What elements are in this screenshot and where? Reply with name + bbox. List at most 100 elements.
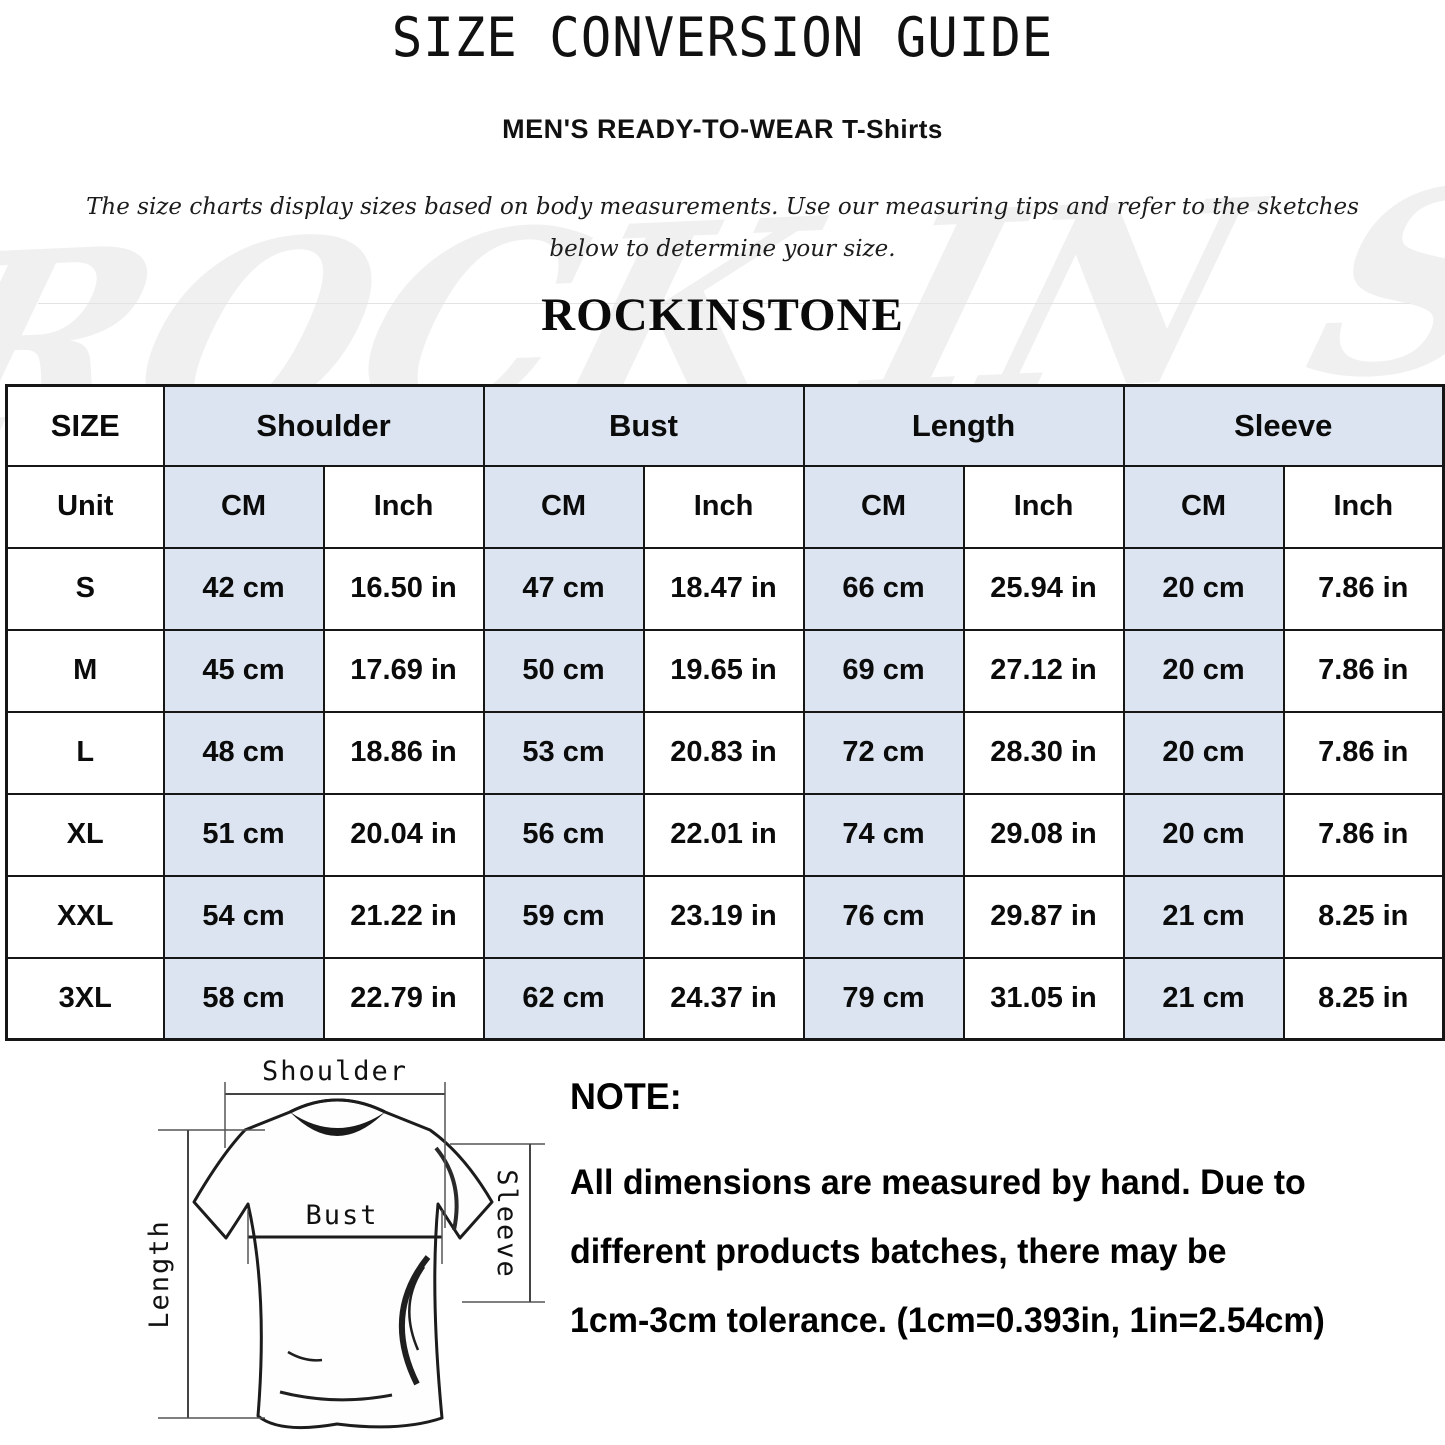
note-line-2: different products batches, there may be	[570, 1232, 1227, 1271]
subtitle-main: MEN'S READY-TO-WEAR	[502, 114, 835, 144]
value-cell: 17.69 in	[322, 628, 485, 713]
value-cell: 7.86 in	[1282, 710, 1445, 795]
value-cell: 8.25 in	[1282, 956, 1445, 1041]
unit-header: CM	[162, 464, 325, 549]
value-cell: 54 cm	[162, 874, 325, 959]
shoulder-dim-label: Shoulder	[262, 1056, 408, 1087]
table-row: 3XL 58 cm 22.79 in 62 cm 24.37 in 79 cm …	[5, 956, 1445, 1041]
value-cell: 18.86 in	[322, 710, 485, 795]
value-cell: 79 cm	[802, 956, 965, 1041]
size-cell: S	[5, 546, 165, 631]
value-cell: 28.30 in	[962, 710, 1125, 795]
value-cell: 7.86 in	[1282, 792, 1445, 877]
unit-header: Inch	[962, 464, 1125, 549]
table-row: XXL 54 cm 21.22 in 59 cm 23.19 in 76 cm …	[5, 874, 1445, 959]
value-cell: 20.04 in	[322, 792, 485, 877]
value-cell: 21.22 in	[322, 874, 485, 959]
size-cell: M	[5, 628, 165, 713]
size-cell: XXL	[5, 874, 165, 959]
value-cell: 21 cm	[1122, 874, 1285, 959]
value-cell: 59 cm	[482, 874, 645, 959]
tshirt-outline	[192, 1098, 494, 1430]
value-cell: 56 cm	[482, 792, 645, 877]
value-cell: 47 cm	[482, 546, 645, 631]
value-cell: 7.86 in	[1282, 628, 1445, 713]
table-row: XL 51 cm 20.04 in 56 cm 22.01 in 74 cm 2…	[5, 792, 1445, 877]
group-header-length: Length	[802, 384, 1125, 467]
subtitle-sub: T-Shirts	[842, 114, 943, 144]
value-cell: 53 cm	[482, 710, 645, 795]
value-cell: 74 cm	[802, 792, 965, 877]
value-cell: 50 cm	[482, 628, 645, 713]
unit-header: Inch	[642, 464, 805, 549]
value-cell: 19.65 in	[642, 628, 805, 713]
value-cell: 72 cm	[802, 710, 965, 795]
sleeve-dim-label: Sleeve	[491, 1169, 522, 1279]
value-cell: 7.86 in	[1282, 546, 1445, 631]
tshirt-measurement-diagram: Shoulder Length Bust Sleeve	[144, 1056, 545, 1430]
bust-dim-label: Bust	[305, 1200, 378, 1231]
unit-label: Unit	[5, 464, 165, 549]
value-cell: 22.79 in	[322, 956, 485, 1041]
value-cell: 27.12 in	[962, 628, 1125, 713]
length-dim-label: Length	[144, 1219, 175, 1329]
value-cell: 31.05 in	[962, 956, 1125, 1041]
value-cell: 48 cm	[162, 710, 325, 795]
value-cell: 20 cm	[1122, 546, 1285, 631]
group-header-bust: Bust	[482, 384, 805, 467]
value-cell: 23.19 in	[642, 874, 805, 959]
value-cell: 22.01 in	[642, 792, 805, 877]
value-cell: 76 cm	[802, 874, 965, 959]
brand-name: ROCKINSTONE	[541, 289, 904, 341]
value-cell: 62 cm	[482, 956, 645, 1041]
value-cell: 29.08 in	[962, 792, 1125, 877]
value-cell: 18.47 in	[642, 546, 805, 631]
value-cell: 29.87 in	[962, 874, 1125, 959]
description-line-1: The size charts display sizes based on b…	[86, 194, 1359, 220]
size-cell: 3XL	[5, 956, 165, 1041]
value-cell: 69 cm	[802, 628, 965, 713]
body-fold-1	[398, 1255, 431, 1386]
sleeve-fold	[434, 1146, 459, 1231]
description-line-2: below to determine your size.	[549, 236, 896, 262]
value-cell: 45 cm	[162, 628, 325, 713]
divider-line	[38, 303, 1410, 304]
value-cell: 20 cm	[1122, 628, 1285, 713]
unit-header: CM	[482, 464, 645, 549]
group-header-shoulder: Shoulder	[162, 384, 485, 467]
value-cell: 20 cm	[1122, 792, 1285, 877]
size-cell: L	[5, 710, 165, 795]
value-cell: 20.83 in	[642, 710, 805, 795]
note-section: NOTE: All dimensions are measured by han…	[570, 1076, 1404, 1355]
note-heading: NOTE:	[570, 1076, 682, 1117]
collar-rib	[289, 1098, 386, 1114]
size-cell: XL	[5, 792, 165, 877]
value-cell: 20 cm	[1122, 710, 1285, 795]
table-row: M 45 cm 17.69 in 50 cm 19.65 in 69 cm 27…	[5, 628, 1445, 713]
value-cell: 8.25 in	[1282, 874, 1445, 959]
group-header-sleeve: Sleeve	[1122, 384, 1445, 467]
table-group-header-row: SIZE Shoulder Bust Length Sleeve	[5, 384, 1445, 467]
collar	[290, 1112, 385, 1136]
unit-header: CM	[802, 464, 965, 549]
hem-fold-2	[287, 1350, 323, 1362]
note-line-3: 1cm-3cm tolerance. (1cm=0.393in, 1in=2.5…	[570, 1301, 1325, 1340]
size-conversion-table: SIZE Shoulder Bust Length Sleeve Unit CM…	[5, 384, 1445, 1041]
unit-header: CM	[1122, 464, 1285, 549]
value-cell: 58 cm	[162, 956, 325, 1041]
value-cell: 51 cm	[162, 792, 325, 877]
table-unit-row: Unit CM Inch CM Inch CM Inch CM Inch	[5, 464, 1445, 549]
table-row: L 48 cm 18.86 in 53 cm 20.83 in 72 cm 28…	[5, 710, 1445, 795]
unit-header: Inch	[1282, 464, 1445, 549]
value-cell: 66 cm	[802, 546, 965, 631]
value-cell: 21 cm	[1122, 956, 1285, 1041]
table-row: S 42 cm 16.50 in 47 cm 18.47 in 66 cm 25…	[5, 546, 1445, 631]
value-cell: 25.94 in	[962, 546, 1125, 631]
value-cell: 16.50 in	[322, 546, 485, 631]
size-column-header: SIZE	[5, 384, 165, 467]
body-fold-2	[408, 1266, 426, 1351]
description: The size charts display sizes based on b…	[0, 186, 1445, 270]
value-cell: 24.37 in	[642, 956, 805, 1041]
subtitle: MEN'S READY-TO-WEAR T-Shirts	[0, 114, 1445, 145]
